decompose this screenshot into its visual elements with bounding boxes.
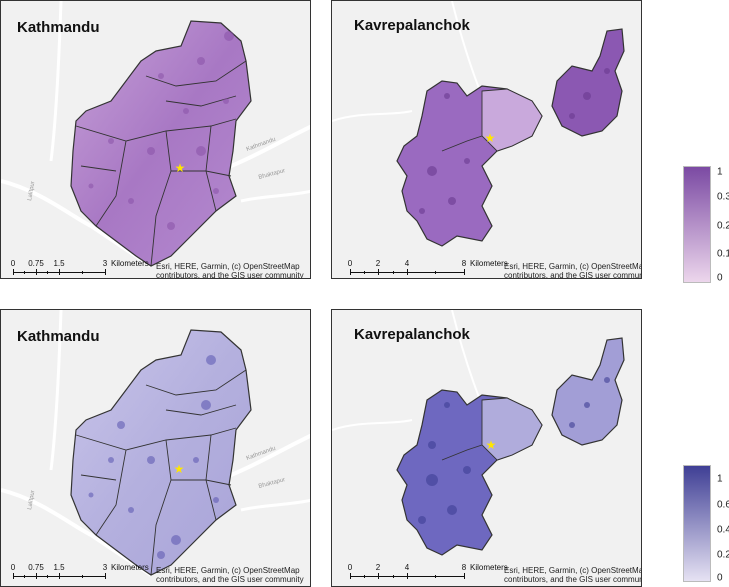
scale-tick-label: 8: [461, 259, 467, 268]
district-boundary: [481, 397, 543, 461]
road: [1, 488, 153, 577]
road: [451, 1, 483, 97]
density-hotspots: [419, 68, 610, 214]
scale-unit: Kilometers: [111, 259, 149, 268]
scale-bar: 0 2 4 8 Kilometers: [347, 563, 508, 586]
map-panel-kavrepalanchok-bottom[interactable]: ★ Kavrepalanchok 0 2 4 8 Kilometers Esri…: [331, 309, 642, 587]
marker-star: ★: [486, 438, 497, 452]
attribution: Esri, HERE, Garmin, (c) OpenStreetMap con…: [504, 566, 642, 584]
road: [332, 110, 413, 122]
map-panel-kavrepalanchok-top[interactable]: ★ Kavrepalanchok 0 2 4 8 Kilometers Esri…: [331, 0, 642, 279]
density-hotspots: [88, 31, 234, 230]
legend-label: 1: [717, 473, 723, 485]
ward-boundaries: [441, 135, 483, 152]
map-canvas: ★ Kathmandu Bhaktapur Lalitpur: [1, 1, 310, 268]
scale-tick-label: 0: [10, 259, 16, 268]
road: [49, 310, 63, 471]
district-boundary: [551, 337, 625, 446]
legend-label: 0.6: [717, 499, 729, 511]
scale-bar: 0 0.75 1.5 3 Kilometers: [10, 259, 163, 278]
scale-bar: 0 2 4 8 Kilometers: [347, 259, 508, 278]
district-boundary: [481, 88, 543, 152]
scale-bar: 0 0.75 1.5 3 Kilometers: [10, 563, 163, 586]
density-hotspots: [418, 377, 610, 524]
scale-unit: Kilometers: [470, 259, 508, 268]
road: [240, 189, 310, 203]
scale-tick-label: 1.5: [53, 563, 65, 572]
road-label: Bhaktapur: [258, 477, 286, 490]
legend-label: 0: [717, 272, 723, 284]
map-panel-kathmandu-bottom[interactable]: ★ Kathmandu Bhaktapur Lalitpur Kathmandu…: [0, 309, 311, 587]
legend-label: 0.1: [717, 248, 729, 260]
legend-label: 1: [717, 166, 723, 178]
legend-label: 0: [717, 572, 723, 584]
attribution: Esri, HERE, Garmin, (c) OpenStreetMap con…: [156, 262, 304, 279]
road-label: Lalitpur: [27, 181, 36, 201]
scale-tick-label: 4: [404, 563, 410, 572]
road-label: Bhaktapur: [258, 168, 286, 181]
map-canvas: ★: [332, 1, 625, 247]
scale-tick-label: 0.75: [28, 563, 44, 572]
road: [240, 498, 310, 512]
scale-tick-label: 8: [461, 563, 467, 572]
district-boundary: [551, 28, 625, 137]
map-canvas: ★: [332, 310, 625, 556]
map-title: Kathmandu: [17, 328, 100, 345]
ward-boundaries: [75, 369, 247, 576]
scale-unit: Kilometers: [470, 563, 508, 572]
legend-label: 0.3: [717, 191, 729, 203]
scale-unit: Kilometers: [111, 563, 149, 572]
scale-tick-label: 0: [347, 563, 353, 572]
scale-tick-label: 1.5: [53, 259, 65, 268]
map-title: Kavrepalanchok: [354, 326, 470, 343]
attribution: Esri, HERE, Garmin, (c) OpenStreetMap con…: [156, 566, 304, 584]
scale-tick-label: 0: [347, 259, 353, 268]
density-hotspots: [88, 355, 219, 559]
ward-boundaries: [441, 444, 483, 461]
road: [49, 1, 63, 162]
scale-tick-label: 4: [404, 259, 410, 268]
legend-label: 0.2: [717, 549, 729, 561]
attribution: Esri, HERE, Garmin, (c) OpenStreetMap con…: [504, 262, 642, 279]
map-canvas: ★ Kathmandu Bhaktapur Lalitpur: [1, 310, 310, 577]
road: [230, 124, 310, 168]
scale-tick-label: 0.75: [28, 259, 44, 268]
legend-label: 0.4: [717, 524, 729, 536]
road: [230, 433, 310, 477]
scale-tick-label: 2: [375, 563, 381, 572]
map-title: Kavrepalanchok: [354, 17, 470, 34]
road-label: Lalitpur: [27, 490, 36, 510]
marker-star: ★: [174, 462, 185, 476]
map-title: Kathmandu: [17, 19, 100, 36]
road: [332, 419, 413, 431]
scale-tick-label: 3: [102, 259, 108, 268]
color-ramp: [683, 465, 711, 582]
scale-tick-label: 3: [102, 563, 108, 572]
marker-star: ★: [175, 161, 186, 175]
color-ramp: [683, 166, 711, 283]
scale-tick-label: 0: [10, 563, 16, 572]
legend-label: 0.2: [717, 220, 729, 232]
road: [1, 179, 153, 268]
road: [451, 310, 483, 406]
marker-star: ★: [485, 131, 496, 145]
map-panel-kathmandu-top[interactable]: ★ Kathmandu Bhaktapur Lalitpur Kathmandu…: [0, 0, 311, 279]
scale-tick-label: 2: [375, 259, 381, 268]
